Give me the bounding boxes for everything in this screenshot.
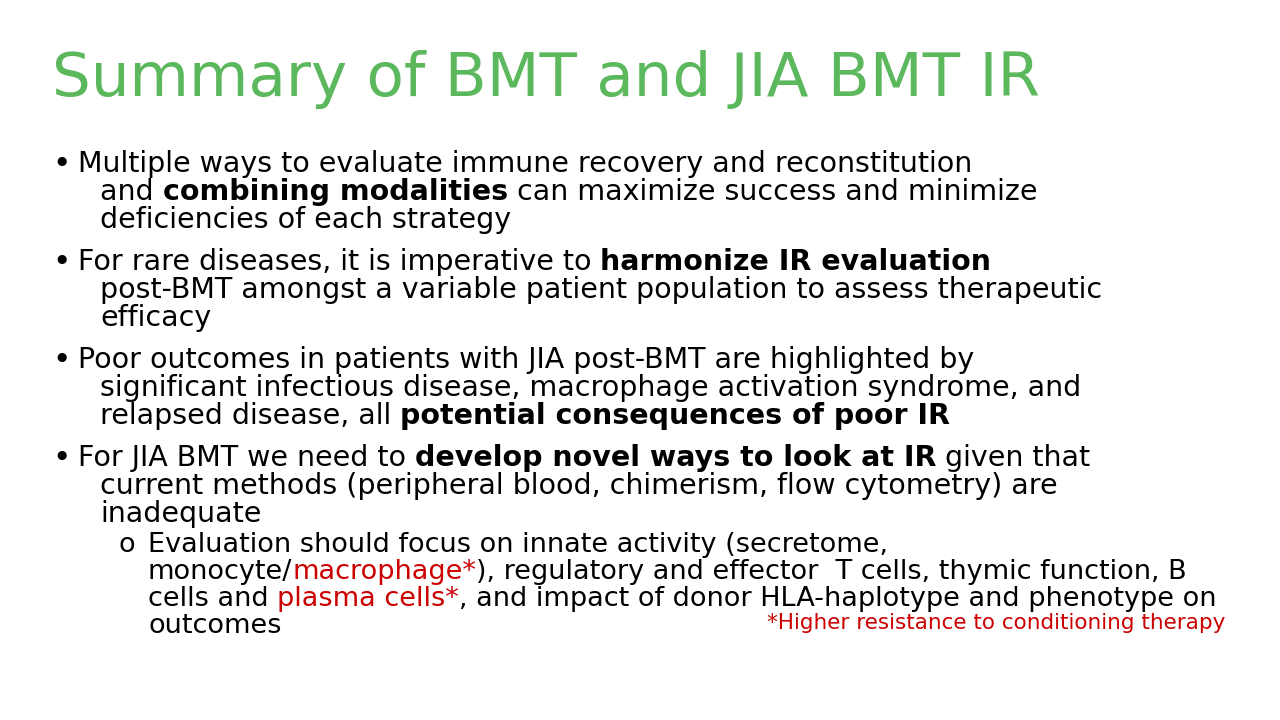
Text: macrophage*: macrophage* [292,559,476,585]
Text: Multiple ways to evaluate immune recovery and reconstitution: Multiple ways to evaluate immune recover… [78,150,973,178]
Text: •: • [52,444,70,473]
Text: harmonize IR evaluation: harmonize IR evaluation [600,248,992,276]
Text: monocyte/: monocyte/ [148,559,292,585]
Text: For rare diseases, it is imperative to: For rare diseases, it is imperative to [78,248,600,276]
Text: •: • [52,346,70,375]
Text: o: o [118,532,134,558]
Text: potential consequences of poor IR: potential consequences of poor IR [401,402,950,430]
Text: •: • [52,150,70,179]
Text: combining modalities: combining modalities [163,178,508,206]
Text: For JIA BMT we need to: For JIA BMT we need to [78,444,415,472]
Text: cells and: cells and [148,586,278,612]
Text: inadequate: inadequate [100,500,261,528]
Text: develop novel ways to look at IR: develop novel ways to look at IR [415,444,937,472]
Text: current methods (peripheral blood, chimerism, flow cytometry) are: current methods (peripheral blood, chime… [100,472,1057,500]
Text: Poor outcomes in patients with JIA post-BMT are highlighted by: Poor outcomes in patients with JIA post-… [78,346,974,374]
Text: , and impact of donor HLA-haplotype and phenotype on: , and impact of donor HLA-haplotype and … [460,586,1216,612]
Text: Evaluation should focus on innate activity (secretome,: Evaluation should focus on innate activi… [148,532,888,558]
Text: can maximize success and minimize: can maximize success and minimize [508,178,1037,206]
Text: deficiencies of each strategy: deficiencies of each strategy [100,206,511,234]
Text: •: • [52,248,70,277]
Text: plasma cells*: plasma cells* [278,586,460,612]
Text: significant infectious disease, macrophage activation syndrome, and: significant infectious disease, macropha… [100,374,1082,402]
Text: ), regulatory and effector  T cells, thymic function, B: ), regulatory and effector T cells, thym… [476,559,1187,585]
Text: post-BMT amongst a variable patient population to assess therapeutic: post-BMT amongst a variable patient popu… [100,276,1102,304]
Text: relapsed disease, all: relapsed disease, all [100,402,401,430]
Text: Summary of BMT and JIA BMT IR: Summary of BMT and JIA BMT IR [52,50,1039,109]
Text: and: and [100,178,163,206]
Text: efficacy: efficacy [100,304,211,332]
Text: outcomes: outcomes [148,613,282,639]
Text: given that: given that [937,444,1091,472]
Text: *Higher resistance to conditioning therapy: *Higher resistance to conditioning thera… [767,613,1225,633]
